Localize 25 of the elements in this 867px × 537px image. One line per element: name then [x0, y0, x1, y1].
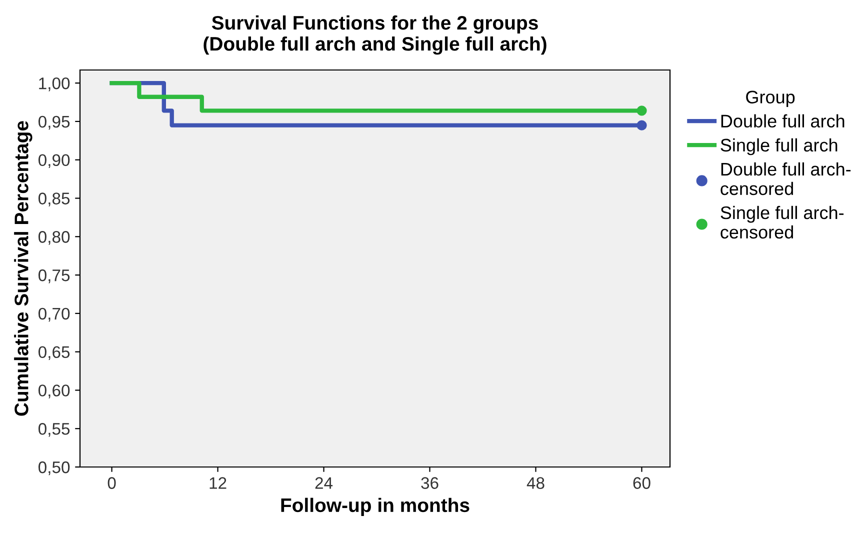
y-tick-label: 0,80: [38, 231, 70, 245]
y-axis-title: Cumulative Survival Percentage: [14, 121, 32, 416]
x-tick-label: 24: [315, 477, 333, 489]
y-tick-label: 0,90: [38, 154, 70, 168]
legend-label: Single full arch: [720, 138, 838, 156]
x-tick-label: 60: [633, 477, 650, 489]
x-tick-label: 0: [108, 477, 116, 489]
x-tick-label: 12: [210, 477, 226, 489]
y-tick-label: 0,70: [38, 308, 70, 322]
chart-title: Survival Functions for the 2 groups (Double full arch and Single full arch): [204, 15, 546, 55]
x-tick-label: 36: [421, 477, 438, 489]
x-axis-title: Follow-up in months: [281, 498, 470, 516]
x-tick-label: 48: [526, 477, 544, 489]
y-tick-label: 0,55: [38, 423, 70, 437]
y-tick-label: 0,65: [38, 346, 70, 360]
y-tick-label: 0,50: [38, 461, 70, 476]
y-tick-label: 0,95: [38, 116, 70, 130]
legend-label: Single full arch- censored: [720, 206, 844, 239]
legend-label: Double full arch: [721, 114, 844, 128]
y-tick-label: 0,60: [38, 384, 70, 398]
y-tick-label: 0,75: [38, 269, 70, 284]
y-tick-label: 1,00: [39, 77, 70, 92]
legend-title: Group: [746, 90, 795, 108]
legend-label: Double full arch- censored: [720, 162, 851, 196]
y-tick-label: 0,85: [38, 192, 70, 206]
